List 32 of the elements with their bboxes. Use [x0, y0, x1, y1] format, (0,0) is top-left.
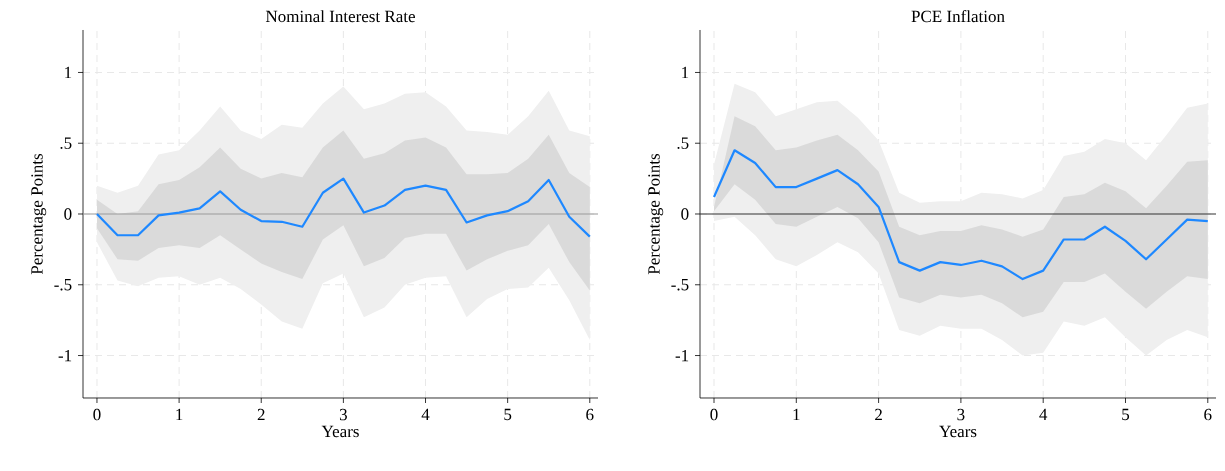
x-tick-label: 1	[793, 408, 800, 421]
y-tick-label: 0	[64, 208, 72, 220]
chart-title: Nominal Interest Rate	[265, 10, 415, 23]
x-tick-label: 0	[710, 408, 718, 421]
y-tick-label: 1	[65, 66, 72, 79]
x-tick-label: 5	[504, 408, 512, 421]
x-tick-label: 3	[339, 408, 347, 421]
x-tick-label: 3	[957, 408, 965, 421]
y-tick-label: .5	[60, 137, 72, 149]
x-axis-title: Years	[939, 425, 977, 438]
x-axis-title: Years	[321, 425, 359, 438]
y-tick-label: -1	[675, 349, 689, 362]
x-tick-label: 6	[586, 408, 594, 421]
y-axis-title: Percentage Points	[648, 153, 664, 275]
x-tick-label: 2	[875, 408, 882, 421]
y-axis-title: Percentage Points	[31, 153, 47, 275]
y-tick-label: 1	[682, 66, 689, 79]
x-tick-label: 1	[176, 408, 183, 421]
y-tick-label: .5	[677, 137, 689, 149]
chart-title: PCE Inflation	[911, 10, 1005, 23]
x-tick-label: 6	[1204, 408, 1212, 421]
x-tick-label: 5	[1122, 408, 1130, 421]
line-series	[95, 177, 591, 238]
line-series	[712, 149, 1209, 281]
x-tick-label: 2	[257, 408, 265, 421]
x-tick-label: 0	[93, 408, 101, 421]
y-tick-label: 0	[681, 208, 689, 220]
y-tick-label: -1	[58, 349, 72, 362]
y-tick-label: -.5	[671, 279, 689, 291]
y-tick-label: -.5	[54, 279, 72, 291]
x-tick-label: 4	[1039, 408, 1048, 421]
x-tick-label: 4	[421, 408, 430, 421]
